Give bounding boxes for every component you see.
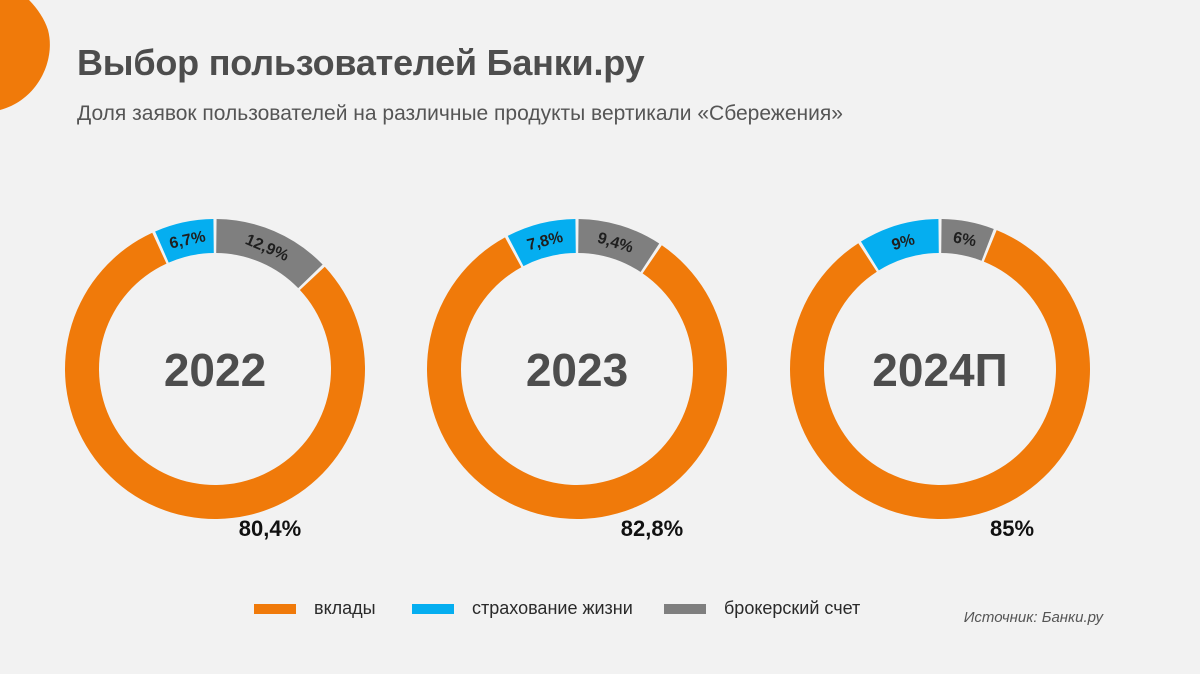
slice-label-brokerage: 6% [952, 229, 978, 250]
donut-center-label: 2024П [872, 344, 1007, 396]
slice-label-deposits: 85% [990, 516, 1034, 541]
accent-blob [0, 0, 50, 110]
legend-label-deposits: вклады [314, 598, 376, 618]
donut-chart-2024: 2024П 9% 6% 85% [790, 219, 1090, 541]
donut-slice-brokerage [216, 219, 323, 289]
chart-legend: вклады страхование жизни брокерский счет [0, 598, 1200, 628]
slice-label-deposits: 80,4% [239, 516, 301, 541]
slice-label-life-insurance: 9% [890, 231, 917, 254]
legend-item-life-insurance: страхование жизни [412, 598, 633, 619]
donut-center-label: 2023 [526, 344, 628, 396]
donut-slice-life-insurance [155, 219, 214, 263]
accent-blob-shape [0, 0, 50, 110]
donut-center-label: 2022 [164, 344, 266, 396]
legend-swatch-brokerage [664, 603, 706, 614]
legend-label-life-insurance: страхование жизни [472, 598, 633, 618]
page-title: Выбор пользователей Банки.ру [77, 42, 645, 83]
legend-item-deposits: вклады [254, 598, 376, 619]
donut-slice-brokerage [941, 219, 994, 261]
donut-slice-life-insurance [860, 219, 939, 271]
donut-slice-life-insurance [507, 219, 576, 267]
page-subtitle: Доля заявок пользователей на различные п… [77, 102, 843, 125]
legend-label-brokerage: брокерский счет [724, 598, 861, 618]
source-note: Источник: Банки.ру [963, 609, 1103, 626]
legend-swatch-deposits [254, 603, 296, 614]
donut-slice-brokerage [578, 219, 660, 272]
slice-label-deposits: 82,8% [621, 516, 683, 541]
legend-item-brokerage: брокерский счет [664, 598, 860, 619]
legend-swatch-life-insurance [412, 603, 454, 614]
